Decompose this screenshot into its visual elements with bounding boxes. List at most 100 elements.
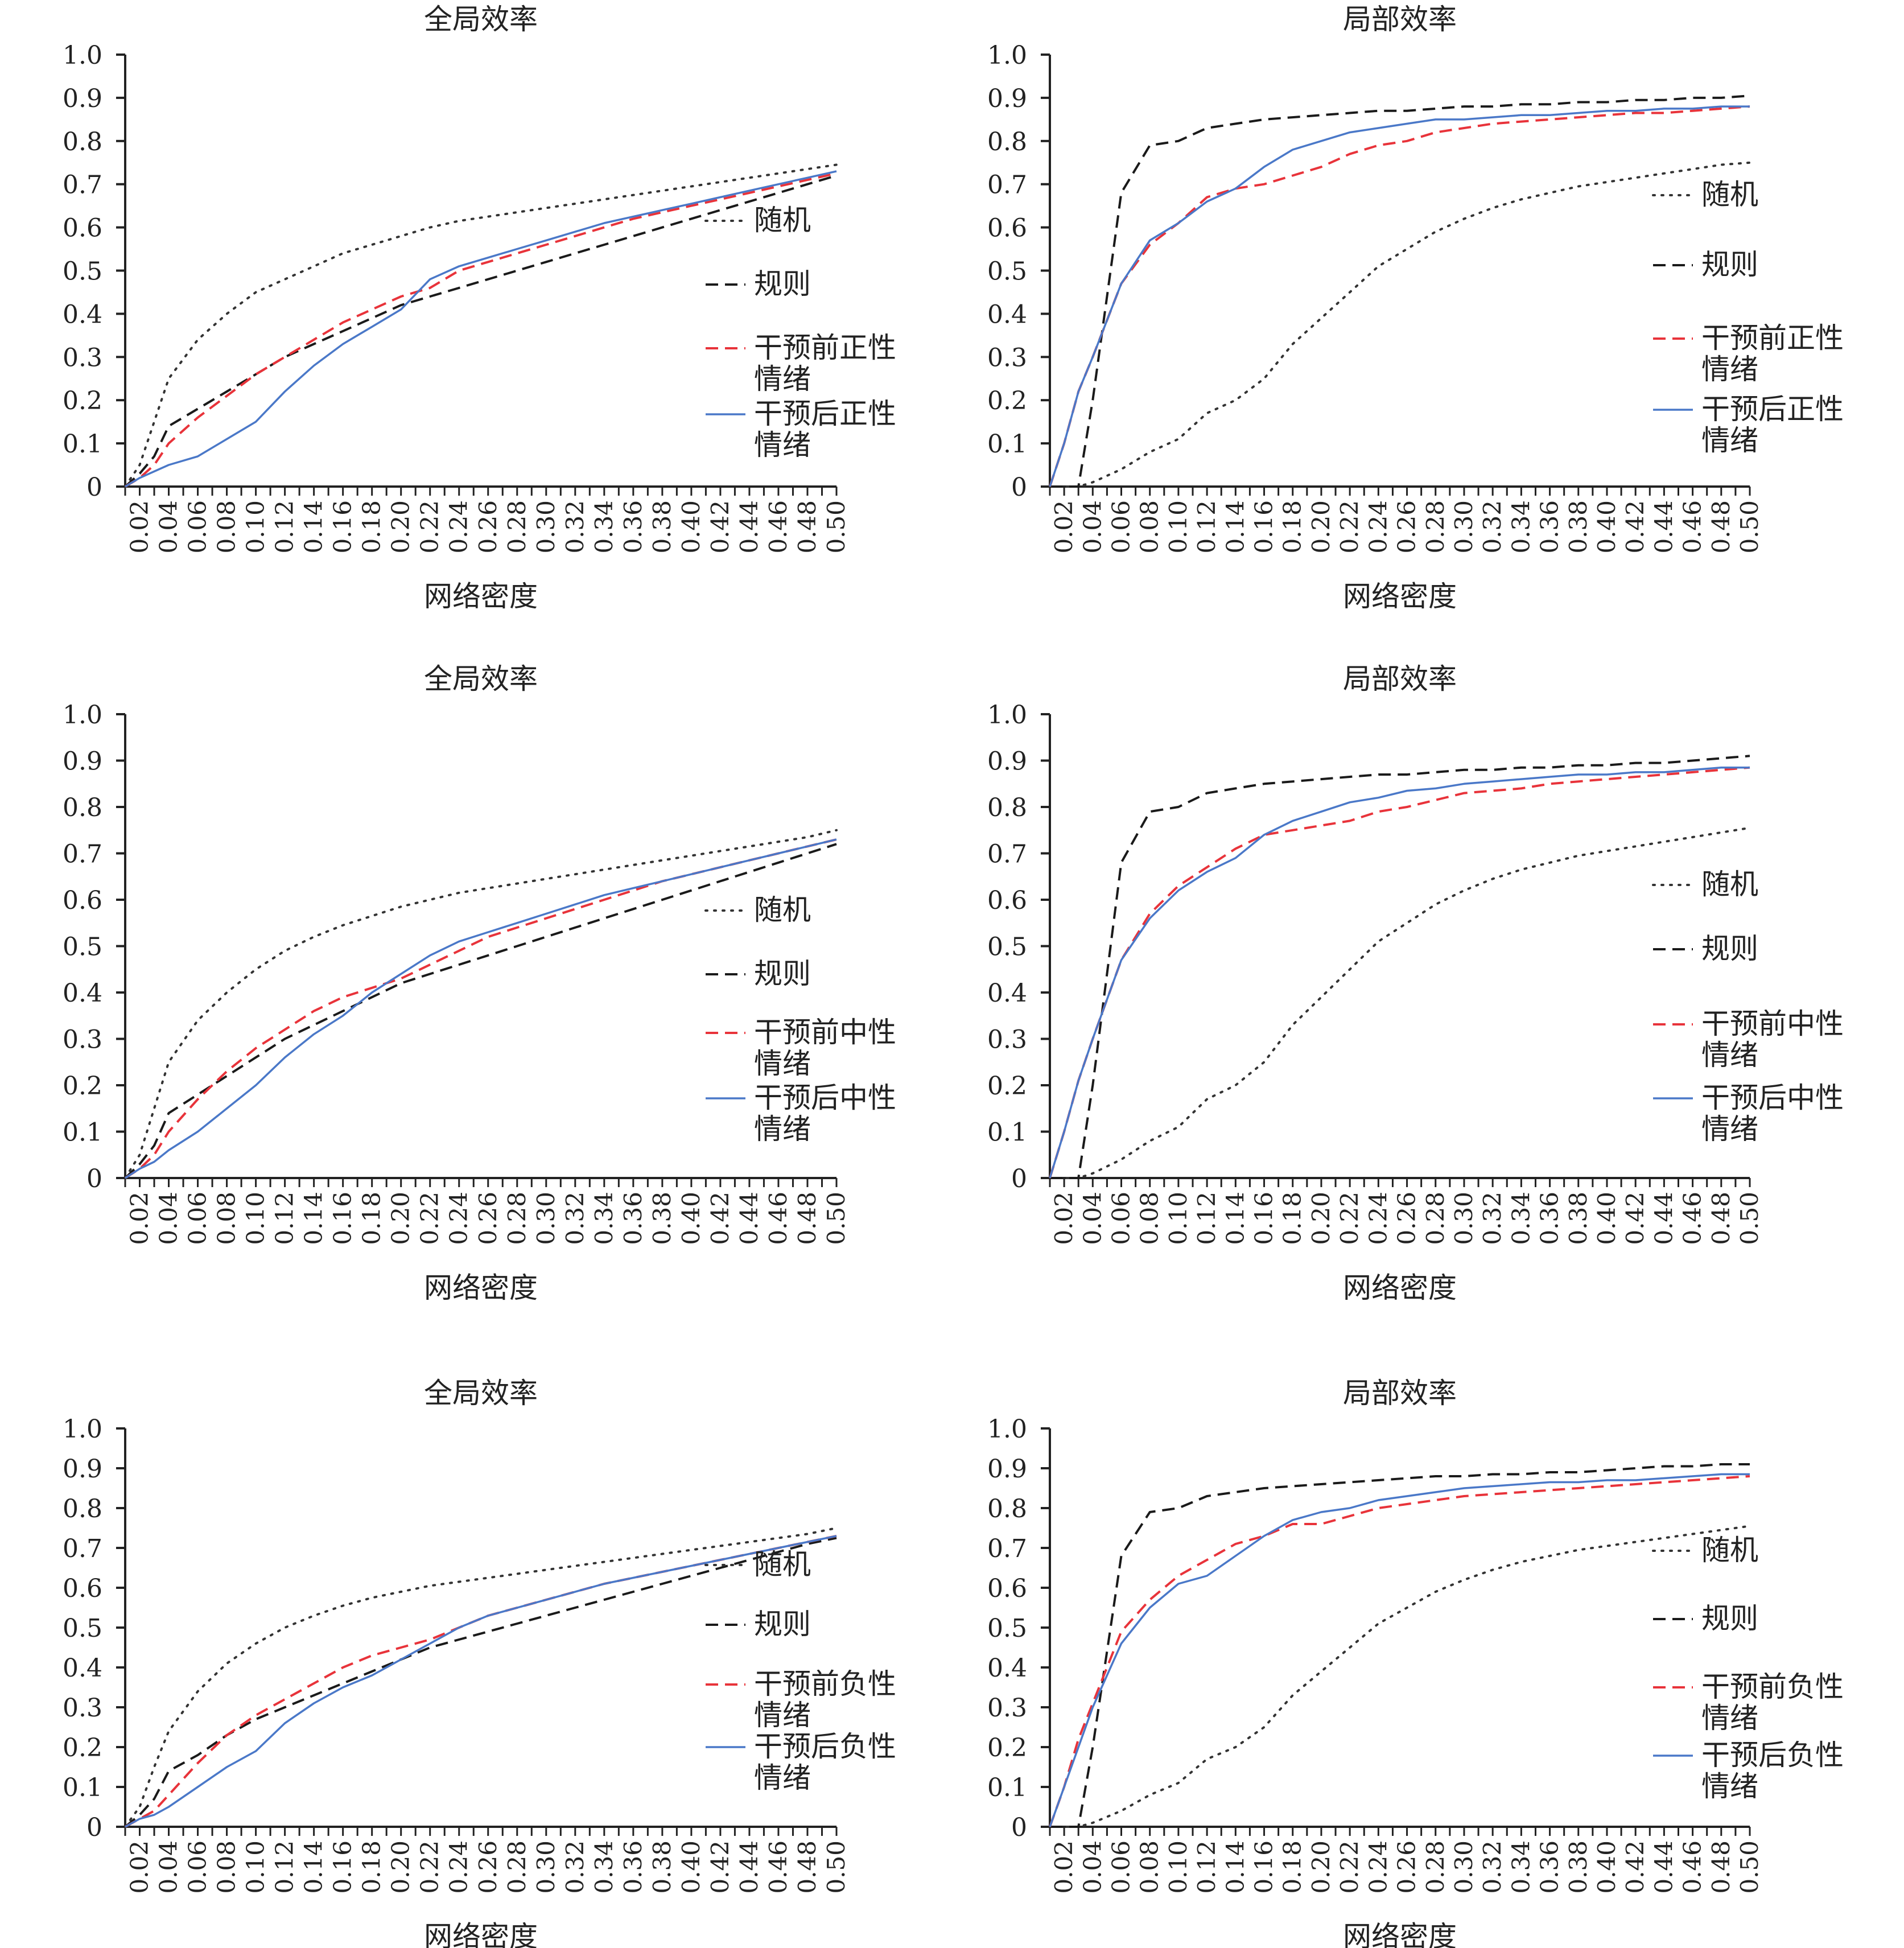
x-tick-label: 0.30 <box>532 1192 560 1245</box>
x-tick-label: 0.14 <box>1221 500 1249 554</box>
legend-label: 干预前负性情绪 <box>754 1667 896 1732</box>
y-tick-label: 0.1 <box>63 430 102 459</box>
y-tick-label: 0.1 <box>987 1773 1027 1802</box>
y-tick-label: 0.8 <box>987 1494 1027 1523</box>
x-tick-label: 0.34 <box>590 1192 618 1245</box>
series-line-2 <box>1050 94 1750 488</box>
y-tick-label: 0.8 <box>987 127 1027 157</box>
y-tick-label: 0.5 <box>987 257 1027 286</box>
x-tick-label: 0.24 <box>1364 1192 1392 1245</box>
x-tick-label: 0.20 <box>1307 1192 1335 1245</box>
y-tick-label: 0.1 <box>63 1118 102 1147</box>
x-tick-label: 0.08 <box>213 1192 241 1245</box>
series-line-4 <box>125 838 837 1179</box>
y-tick-label: 0 <box>86 1164 102 1193</box>
x-tick-label: 0.32 <box>1478 1192 1506 1245</box>
y-tick-label: 0.1 <box>63 1773 102 1802</box>
x-tick-label: 0.14 <box>300 500 328 554</box>
x-tick-label: 0.26 <box>1393 1840 1421 1894</box>
x-tick-label: 0.44 <box>735 1840 763 1894</box>
x-tick-label: 0.08 <box>1136 1192 1164 1245</box>
series-line-1 <box>124 829 838 1179</box>
x-tick-label: 0.10 <box>1164 1192 1192 1245</box>
y-tick-label: 0.5 <box>63 933 102 962</box>
x-tick-label: 0.36 <box>1536 1192 1564 1245</box>
x-tick-label: 0.46 <box>764 1840 792 1894</box>
y-tick-label: 0.9 <box>987 84 1027 113</box>
x-axis-label: 网络密度 <box>424 580 538 613</box>
x-tick-label: 0.50 <box>1736 1840 1763 1894</box>
legend-label: 干预前正性情绪 <box>1701 322 1844 386</box>
y-tick-label: 0.6 <box>63 214 102 243</box>
series-line-3 <box>124 838 837 1179</box>
x-tick-label: 0.16 <box>329 1192 357 1245</box>
x-tick-label: 0.10 <box>242 500 270 554</box>
x-tick-label: 0.44 <box>735 500 763 554</box>
x-tick-label: 0.22 <box>416 500 444 554</box>
series-line-4 <box>125 170 837 488</box>
chart-title: 局部效率 <box>1343 1377 1457 1410</box>
x-tick-label: 0.40 <box>1593 1192 1621 1245</box>
y-tick-label: 0.2 <box>987 386 1027 415</box>
x-tick-label: 0.30 <box>532 1840 560 1894</box>
x-tick-label: 0.28 <box>503 1192 531 1245</box>
y-tick-label: 0.6 <box>987 214 1027 243</box>
x-tick-label: 0.32 <box>561 1840 589 1894</box>
x-tick-label: 0.44 <box>1650 1840 1678 1894</box>
x-tick-label: 0.34 <box>1507 500 1535 554</box>
chart-title: 全局效率 <box>424 3 538 36</box>
x-axis-label: 网络密度 <box>1343 580 1457 613</box>
x-tick-label: 0.50 <box>822 1192 850 1245</box>
series-line-3 <box>1049 766 1750 1179</box>
x-tick-label: 0.08 <box>213 500 241 554</box>
x-tick-label: 0.04 <box>1078 500 1106 554</box>
legend-label: 干预后正性情绪 <box>754 397 896 462</box>
x-tick-label: 0.06 <box>184 500 212 554</box>
x-axis-label: 网络密度 <box>1343 1920 1457 1948</box>
y-tick-label: 0 <box>1011 473 1027 502</box>
y-tick-label: 0.4 <box>63 1654 102 1683</box>
x-tick-label: 0.04 <box>155 1840 183 1894</box>
y-tick-label: 0.7 <box>63 171 102 200</box>
x-tick-label: 0.10 <box>1164 1840 1192 1894</box>
x-tick-label: 0.48 <box>1707 1840 1735 1894</box>
legend-label: 随机 <box>754 204 811 237</box>
legend-label: 干预前负性情绪 <box>1701 1670 1844 1735</box>
y-tick-label: 0.3 <box>63 343 102 372</box>
x-tick-label: 0.12 <box>271 1840 299 1894</box>
x-tick-label: 0.44 <box>1650 500 1678 554</box>
x-tick-label: 0.16 <box>1250 500 1278 554</box>
series-line-4 <box>1049 766 1750 1179</box>
x-tick-label: 0.04 <box>1078 1192 1106 1245</box>
series-line-2 <box>1050 755 1750 1179</box>
legend-label: 规则 <box>754 957 811 990</box>
x-tick-label: 0.44 <box>1650 1192 1678 1245</box>
x-tick-label: 0.06 <box>1107 1192 1135 1245</box>
x-tick-label: 0.50 <box>1736 1192 1763 1245</box>
x-tick-label: 0.16 <box>1250 1840 1278 1894</box>
x-tick-label: 0.40 <box>1593 1840 1621 1894</box>
x-tick-label: 0.42 <box>1621 500 1649 554</box>
x-tick-label: 0.06 <box>1107 1840 1135 1894</box>
x-tick-label: 0.20 <box>387 1840 415 1894</box>
y-tick-label: 0.3 <box>987 1026 1027 1055</box>
x-tick-label: 0.42 <box>1621 1840 1649 1894</box>
x-tick-label: 0.50 <box>1736 500 1763 554</box>
x-tick-label: 0.22 <box>416 1192 444 1245</box>
y-tick-label: 0.9 <box>63 1455 102 1484</box>
x-tick-label: 0.20 <box>1307 500 1335 554</box>
series-line-2 <box>1050 1463 1750 1828</box>
x-tick-label: 0.36 <box>619 500 647 554</box>
x-tick-label: 0.20 <box>387 1192 415 1245</box>
legend-label: 随机 <box>1701 1534 1758 1567</box>
legend-label: 规则 <box>1701 1602 1758 1635</box>
y-tick-label: 0.9 <box>987 747 1027 776</box>
x-tick-label: 0.10 <box>242 1192 270 1245</box>
y-tick-label: 0.3 <box>987 1694 1027 1723</box>
y-tick-label: 0.6 <box>987 886 1027 915</box>
series-line-1 <box>1049 1525 1751 1828</box>
